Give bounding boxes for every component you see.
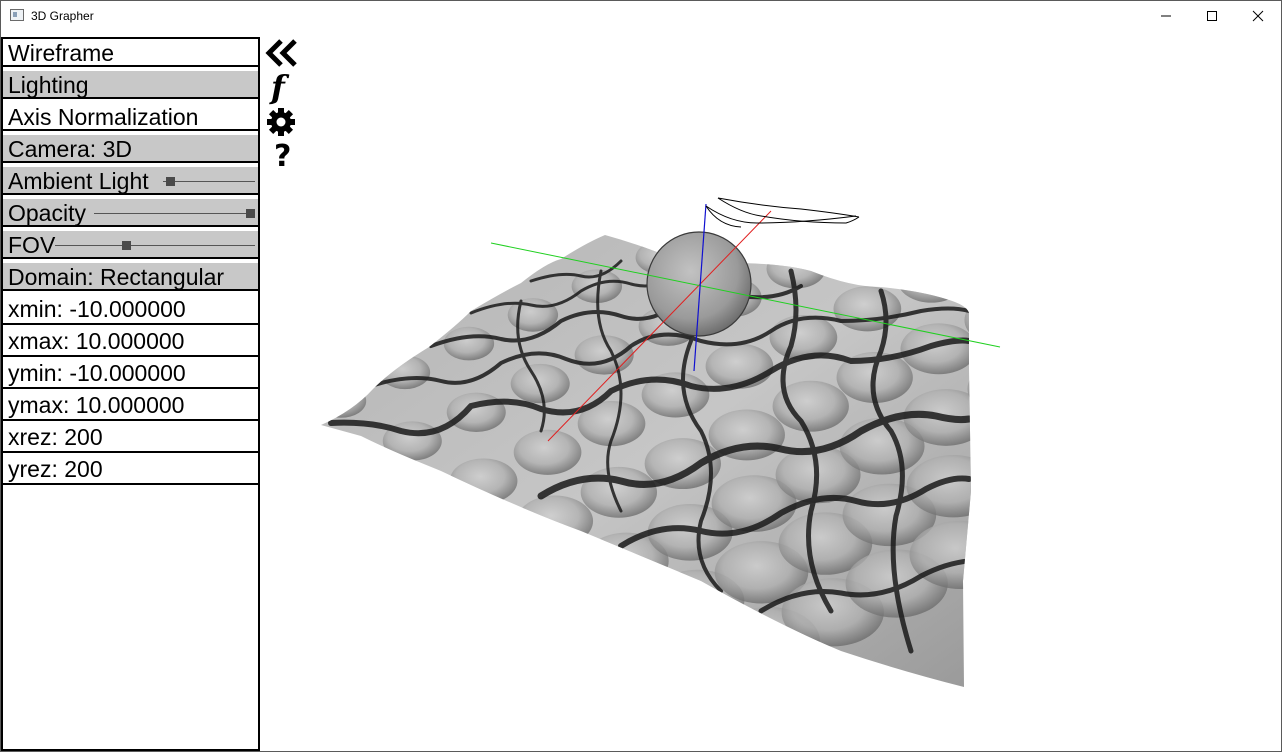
fov-slider-handle[interactable] [121,241,131,250]
xmin-field[interactable]: xmin: -10.000000 [3,295,258,325]
surface-bump [970,426,971,489]
gear-icon[interactable] [265,106,299,138]
opacity-slider-handle[interactable] [246,209,255,218]
surface-bump [443,326,495,361]
surface-bump [772,380,849,432]
ambient-light-label: Ambient Light [8,168,149,194]
close-button[interactable] [1235,1,1281,31]
window-title: 3D Grapher [31,9,94,23]
opacity-slider-row: Opacity [3,199,258,227]
surface-bump [580,466,658,518]
x-axis-line [547,210,772,442]
surface-bump [510,363,570,404]
camera-mode-button[interactable]: Camera: 3D [3,135,258,163]
surface-bump [974,492,1076,560]
fov-slider-row: FOV [3,231,258,259]
surface-bump [967,360,971,418]
surface-bump [900,323,971,375]
close-icon [1252,10,1264,22]
fov-label: FOV [8,232,56,258]
surface-bump [644,438,721,490]
lighting-toggle[interactable]: Lighting [3,71,258,99]
surface-bump [513,429,582,475]
maximize-icon [1207,11,1217,21]
surface-bump [906,455,971,518]
surface-bump [446,392,506,432]
function-icon[interactable]: f [271,68,285,106]
surface-bump [909,520,971,589]
fov-slider[interactable] [55,245,255,246]
yrez-field[interactable]: yrez: 200 [3,455,258,485]
settings-panel: Wireframe Lighting Axis Normalization Ca… [1,37,260,751]
wire-outline [705,197,860,228]
xmax-field[interactable]: xmax: 10.000000 [3,327,258,357]
axis-normalization-toggle[interactable]: Axis Normalization [3,103,258,131]
surface-bump [764,183,814,217]
title-bar: 3D Grapher [1,1,1281,31]
surface-bump [379,355,431,390]
surface-bump [647,503,733,561]
surface-bump [830,235,890,260]
surface-bump [1034,398,1128,460]
surface-bump [1031,332,1116,389]
ymax-field[interactable]: ymax: 10.000000 [3,391,258,421]
double-chevron-left-icon[interactable] [265,37,299,69]
z-axis-line [693,203,707,372]
minimize-icon [1161,15,1171,17]
surface-bump [516,495,594,547]
ambient-light-slider-handle[interactable] [166,177,176,186]
surface-bump [1037,463,1139,531]
wireframe-toggle[interactable]: Wireframe [3,39,258,67]
surface-bump [705,343,774,389]
ambient-light-slider-row: Ambient Light [3,167,258,195]
surface-bump [577,401,646,447]
surface-bump [1165,406,1267,474]
ambient-light-slider[interactable] [163,181,255,182]
surface-bump [766,249,826,289]
maximize-button[interactable] [1189,1,1235,31]
surface-bump [769,314,838,361]
surface-bump [1098,369,1192,431]
app-icon [10,9,24,21]
opacity-label: Opacity [8,200,86,226]
opacity-slider[interactable] [94,213,255,214]
surface-bump [964,294,971,346]
domain-button[interactable]: Domain: Rectangular [3,263,258,291]
surface-bump [321,384,367,418]
surface-bump [449,458,518,504]
minimize-button[interactable] [1143,1,1189,31]
surface-bump [897,257,966,303]
surface-bump [1101,435,1203,503]
graph-viewport[interactable] [261,37,1281,751]
question-icon[interactable]: ? [274,139,292,174]
y-axis-line [490,242,1001,348]
ymin-field[interactable]: ymin: -10.000000 [3,359,258,389]
xrez-field[interactable]: xrez: 200 [3,423,258,453]
